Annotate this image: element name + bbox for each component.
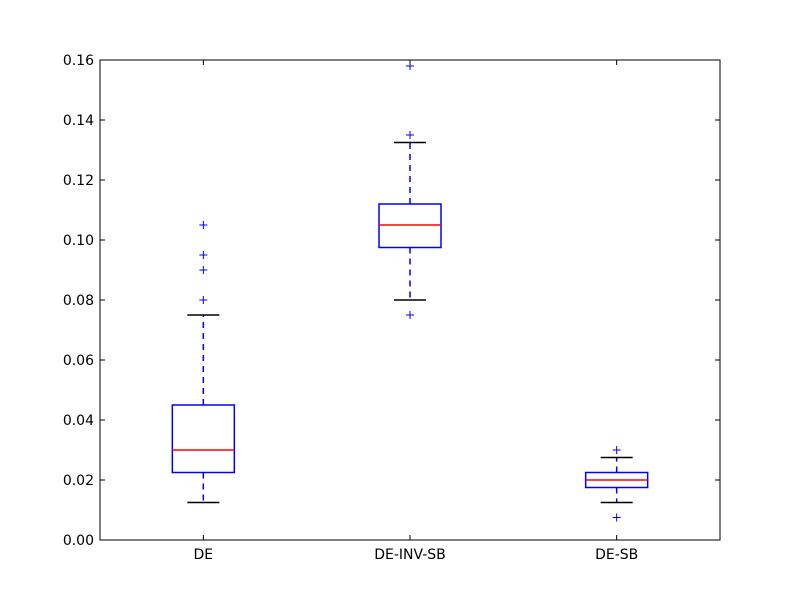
outlier-point — [199, 266, 208, 274]
y-tick-label: 0.00 — [63, 533, 94, 549]
outlier-point — [199, 251, 208, 259]
outlier-point — [199, 296, 208, 304]
plot-frame — [99, 59, 721, 541]
x-tick-label: DE-SB — [595, 547, 638, 563]
outlier-point — [612, 446, 621, 454]
box — [171, 404, 236, 474]
outlier-point — [612, 513, 621, 522]
y-tick-label: 0.14 — [63, 113, 94, 129]
x-tick-label: DE-INV-SB — [374, 547, 446, 563]
y-tick-label: 0.04 — [63, 413, 94, 429]
y-tick-label: 0.12 — [63, 173, 94, 189]
box-group — [171, 221, 236, 504]
y-tick-label: 0.08 — [63, 293, 94, 309]
outlier-point — [406, 311, 414, 319]
box-group — [584, 446, 649, 522]
x-tick-label: DE — [194, 547, 214, 563]
y-tick-label: 0.02 — [63, 473, 94, 489]
box-group — [378, 62, 442, 319]
outlier-point — [199, 221, 208, 229]
y-tick-label: 0.06 — [63, 353, 94, 369]
y-tick-label: 0.10 — [63, 233, 94, 249]
y-tick-label: 0.16 — [63, 53, 94, 69]
outlier-point — [406, 131, 414, 139]
